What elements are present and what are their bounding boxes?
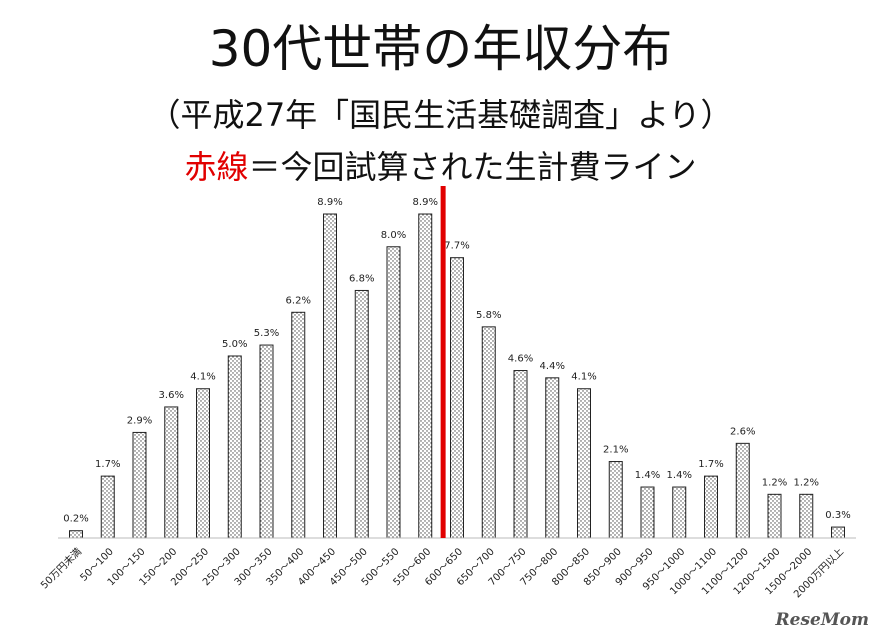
data-label-24: 0.3% [825,510,850,521]
bar-13 [481,326,496,539]
redline-text: ＝今回試算された生計費ライン [248,148,697,186]
bars-group [69,213,845,539]
bar-18 [640,486,655,539]
tick-labels-group: 50万円未満50～100100～150150～200200～250250～300… [38,546,846,601]
bar-6 [259,344,274,539]
bar-7 [291,311,306,539]
bar-3 [164,406,179,539]
chart-subtitle: （平成27年「国民生活基礎調査」より） [148,96,733,134]
data-label-1: 1.7% [95,459,120,470]
resemom-logo: ReseMom [775,610,869,630]
data-labels-group: 0.2% 1.7% 2.9% 3.6% 4.1% 5.0% 5.3% 6.2% 8.9% 6.8%… [63,197,850,525]
bar-19 [672,486,687,539]
bar-24 [831,526,845,539]
data-label-19: 1.4% [667,470,692,481]
bar-0 [69,530,83,539]
data-label-22: 1.2% [762,477,787,488]
data-label-5: 5.0% [222,339,247,350]
bar-9 [354,289,369,539]
bar-12 [450,257,464,539]
redline-caption: 赤線＝今回試算された生計費ライン [0,147,881,187]
bar-14 [513,370,528,539]
bar-21 [735,442,750,539]
data-label-6: 5.3% [254,328,279,339]
data-label-17: 2.1% [603,445,628,456]
bar-2 [132,431,147,539]
data-label-0: 0.2% [63,514,88,525]
tick-label-0: 50万円未満 [38,546,84,592]
data-label-23: 1.2% [794,477,819,488]
data-label-3: 3.6% [159,390,184,401]
bar-15 [545,377,560,539]
data-label-7: 6.2% [286,295,311,306]
bar-10 [386,246,401,539]
bar-11 [418,213,433,539]
bar-22 [767,493,782,539]
bar-4 [196,388,210,539]
redline-label: 赤線 [184,148,249,186]
data-label-18: 1.4% [635,470,660,481]
data-label-8: 8.9% [317,197,342,208]
data-label-4: 4.1% [190,372,215,383]
data-label-12: 7.7% [444,241,469,252]
chart-title: 30代世帯の年収分布 [208,20,673,78]
data-label-20: 1.7% [698,459,723,470]
data-label-14: 4.6% [508,354,533,365]
data-label-9: 6.8% [349,273,374,284]
data-label-10: 8.0% [381,230,406,241]
data-label-15: 4.4% [540,361,565,372]
bar-16 [577,388,591,539]
bar-17 [608,461,623,539]
data-label-21: 2.6% [730,426,755,437]
bar-5 [227,355,242,539]
bar-20 [704,475,718,539]
data-label-2: 2.9% [127,415,152,426]
data-label-13: 5.8% [476,310,501,321]
data-label-11: 8.9% [413,197,438,208]
bar-8 [323,213,337,539]
bar-1 [100,475,115,539]
bar-23 [799,493,814,539]
data-label-16: 4.1% [571,372,596,383]
